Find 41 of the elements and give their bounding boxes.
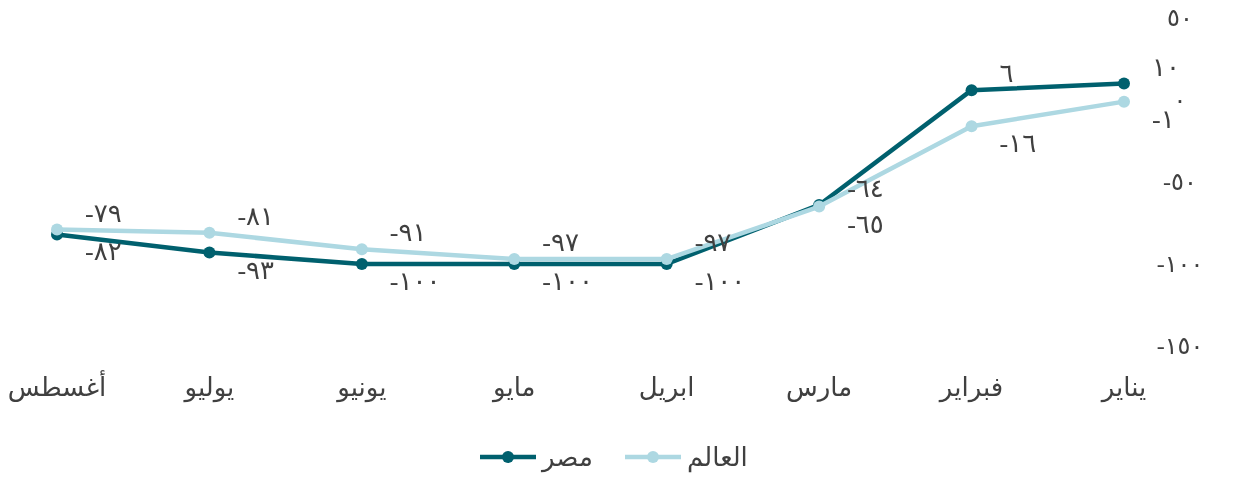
data-label: -٨٢: [85, 237, 122, 267]
y-tick-label: -١٥٠: [1156, 333, 1204, 360]
point: [203, 246, 216, 259]
x-tick-label: مايو: [491, 373, 536, 403]
y-tick-label: ٥٠: [1167, 5, 1193, 32]
data-label: -٦٥: [847, 209, 884, 239]
data-label: -١٠٠: [389, 267, 441, 296]
data-label: -٧٩: [85, 198, 122, 228]
x-tick-label: يناير: [1099, 373, 1147, 403]
data-label: ٦: [999, 59, 1014, 89]
point: [965, 84, 978, 97]
data-label: ١٠: [1152, 52, 1180, 82]
data-label: -٩١: [389, 218, 427, 248]
data-label: -١٠٠: [694, 267, 746, 296]
data-label: -٩٣: [237, 255, 275, 285]
y-tick-label: ٠: [1173, 87, 1187, 114]
point: [1118, 77, 1130, 90]
legend-label: مصر: [540, 443, 593, 474]
x-tick-label: مارس: [786, 373, 853, 402]
point: [355, 243, 368, 256]
point: [1118, 95, 1130, 108]
data-label: -٦٤: [847, 173, 884, 203]
point: [203, 226, 216, 239]
point: [355, 258, 368, 270]
point: [965, 120, 978, 133]
point: [508, 253, 521, 266]
x-tick-label: يوليو: [182, 373, 235, 403]
x-tick-label: أغسطس: [7, 369, 107, 402]
data-label: -١٦: [999, 129, 1037, 159]
point: [660, 253, 673, 266]
data-label: -٩٧: [542, 228, 579, 258]
x-tick-label: يونيو: [335, 373, 387, 403]
point: [51, 223, 63, 236]
y-tick-label: -٥٠: [1163, 169, 1197, 196]
x-tick-label: فبراير: [937, 373, 1004, 403]
data-label: -٨١: [237, 201, 275, 231]
y-tick-label: -١٠٠: [1156, 251, 1204, 278]
x-tick-label: ابريل: [638, 373, 695, 403]
legend-label: العالم: [687, 443, 748, 474]
data-label: -١: [1152, 104, 1175, 134]
data-label: -١٠٠: [542, 267, 593, 296]
